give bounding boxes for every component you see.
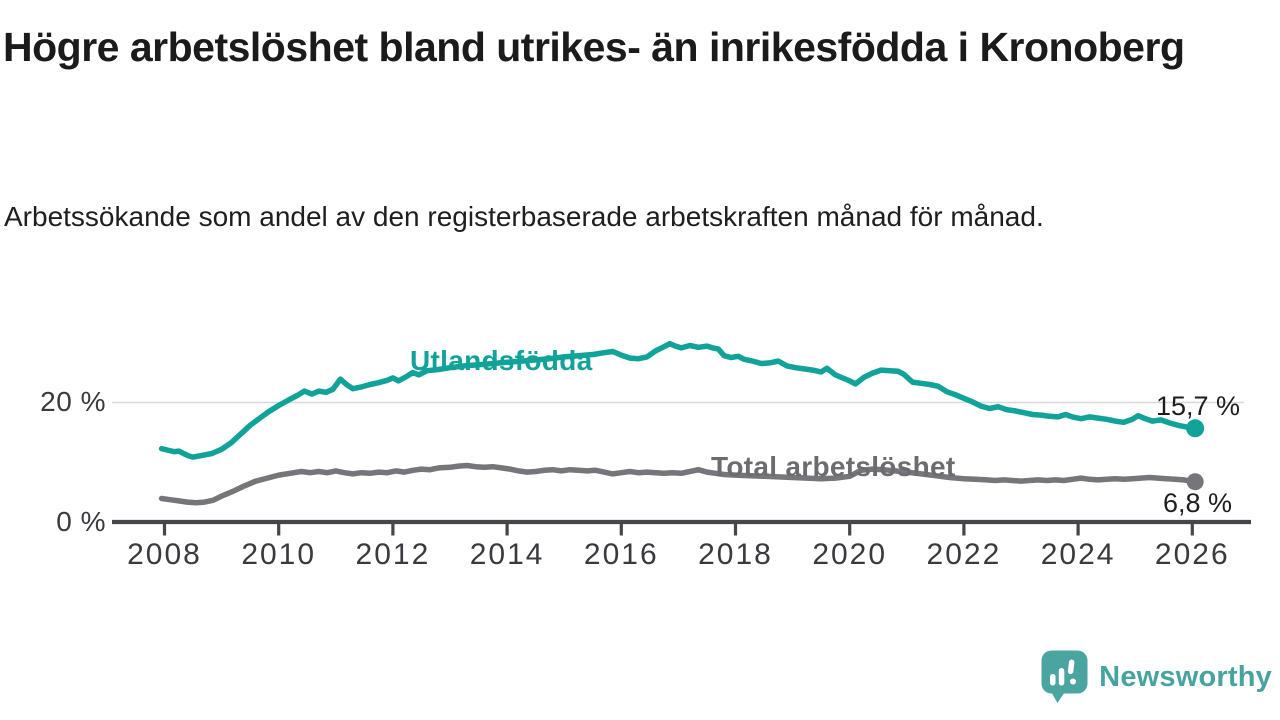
newsworthy-branding: Newsworthy xyxy=(1041,650,1272,704)
x-tick-label-2008: 2008 xyxy=(127,538,202,571)
x-tick-label-2024: 2024 xyxy=(1040,538,1116,571)
x-tick-label-2022: 2022 xyxy=(926,538,1002,571)
x-tick-label-2010: 2010 xyxy=(241,538,317,571)
x-tick-label-2018: 2018 xyxy=(698,538,773,571)
chart-subtitle: Arbetssökande som andel av den registerb… xyxy=(4,201,1044,232)
series-label-utlandsfodda: Utlandsfödda xyxy=(410,345,593,376)
newsworthy-logo-icon xyxy=(1041,650,1088,703)
x-tick-label-2020: 2020 xyxy=(812,538,888,571)
x-tick-label-2026: 2026 xyxy=(1154,538,1230,571)
series-end-dot-utlandsfodda xyxy=(1186,419,1205,438)
end-value-label-utlandsfodda: 15,7 % xyxy=(1156,391,1241,421)
x-tick-label-2016: 2016 xyxy=(583,538,659,571)
x-tick-label-2014: 2014 xyxy=(469,538,545,571)
newsworthy-logo-text: Newsworthy xyxy=(1099,660,1272,693)
y-axis-label-20: 20 % xyxy=(40,386,106,417)
series-label-total-arbetsloshet: Total arbetslöshet xyxy=(711,451,956,482)
end-value-label-total: 6,8 % xyxy=(1163,488,1233,518)
series-line-total xyxy=(158,462,1198,506)
page-title: Högre arbetslöshet bland utrikes- än inr… xyxy=(3,24,1185,70)
y-axis-label-0: 0 % xyxy=(56,506,106,537)
x-tick-label-2012: 2012 xyxy=(355,538,431,571)
series-end-dot-total xyxy=(1186,473,1204,491)
series-line-utlandsfodda xyxy=(158,340,1198,460)
